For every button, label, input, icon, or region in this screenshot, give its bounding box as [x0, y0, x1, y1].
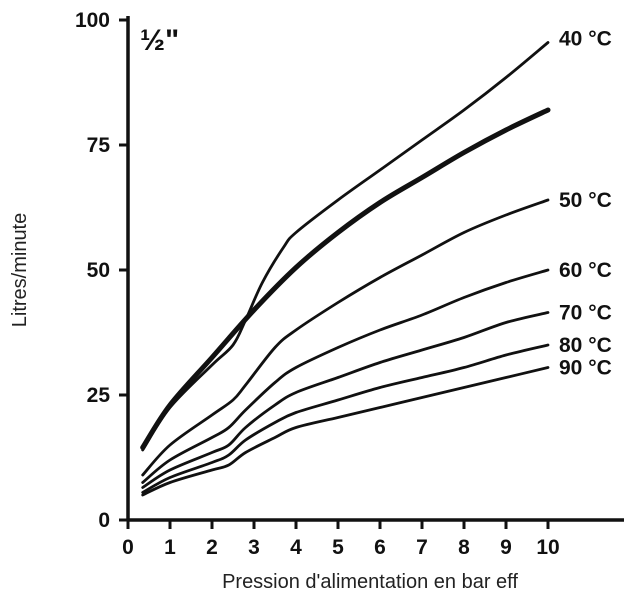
series-line: [141, 343, 550, 494]
x-tick-label: 8: [458, 536, 470, 559]
x-axis-title: Pression d'alimentation en bar eff: [222, 571, 518, 593]
y-axis-title: Litres/minute: [9, 213, 31, 328]
series-labels: 40 °C 50 °C 60 °C 70 °C 80 °C90 °C: [559, 28, 612, 380]
series-label: 70 °C: [559, 302, 612, 325]
series-curves: [140, 41, 551, 497]
series-label: 80 °C: [559, 334, 612, 357]
x-axis: 0 1 2 3 4 5 6 7 8 9 10: [122, 518, 624, 559]
series-line: [141, 268, 550, 484]
x-ticks: 0 1 2 3 4 5 6 7 8 9 10: [122, 520, 560, 559]
series-line: [141, 366, 550, 497]
x-tick-label: 6: [374, 536, 386, 559]
x-tick-label: 3: [248, 536, 260, 559]
series-line: [140, 107, 551, 450]
x-tick-label: 4: [290, 536, 302, 559]
series-line: [141, 198, 550, 477]
x-tick-label: 5: [332, 536, 344, 559]
chart-title: ½": [140, 24, 179, 57]
series-line: [141, 41, 550, 452]
y-tick-label: 75: [87, 134, 111, 157]
y-tick-label: 100: [75, 9, 110, 32]
x-tick-label: 2: [206, 536, 218, 559]
series-label: 60 °C: [559, 259, 612, 282]
series-label: 90 °C: [559, 357, 612, 380]
y-tick-label: 0: [98, 509, 110, 532]
series-label: 40 °C: [559, 28, 612, 51]
y-tick-label: 50: [87, 259, 110, 282]
x-tick-label: 9: [500, 536, 512, 559]
x-tick-label: 1: [164, 536, 176, 559]
y-tick-label: 25: [87, 384, 111, 407]
x-tick-label: 10: [536, 536, 559, 559]
x-tick-label: 7: [416, 536, 428, 559]
y-axis: 0 25 50 75 100: [75, 9, 130, 532]
series-label: 50 °C: [559, 189, 612, 212]
series-line: [141, 311, 550, 489]
y-ticks: 0 25 50 75 100: [75, 9, 128, 532]
x-tick-label: 0: [122, 536, 134, 559]
